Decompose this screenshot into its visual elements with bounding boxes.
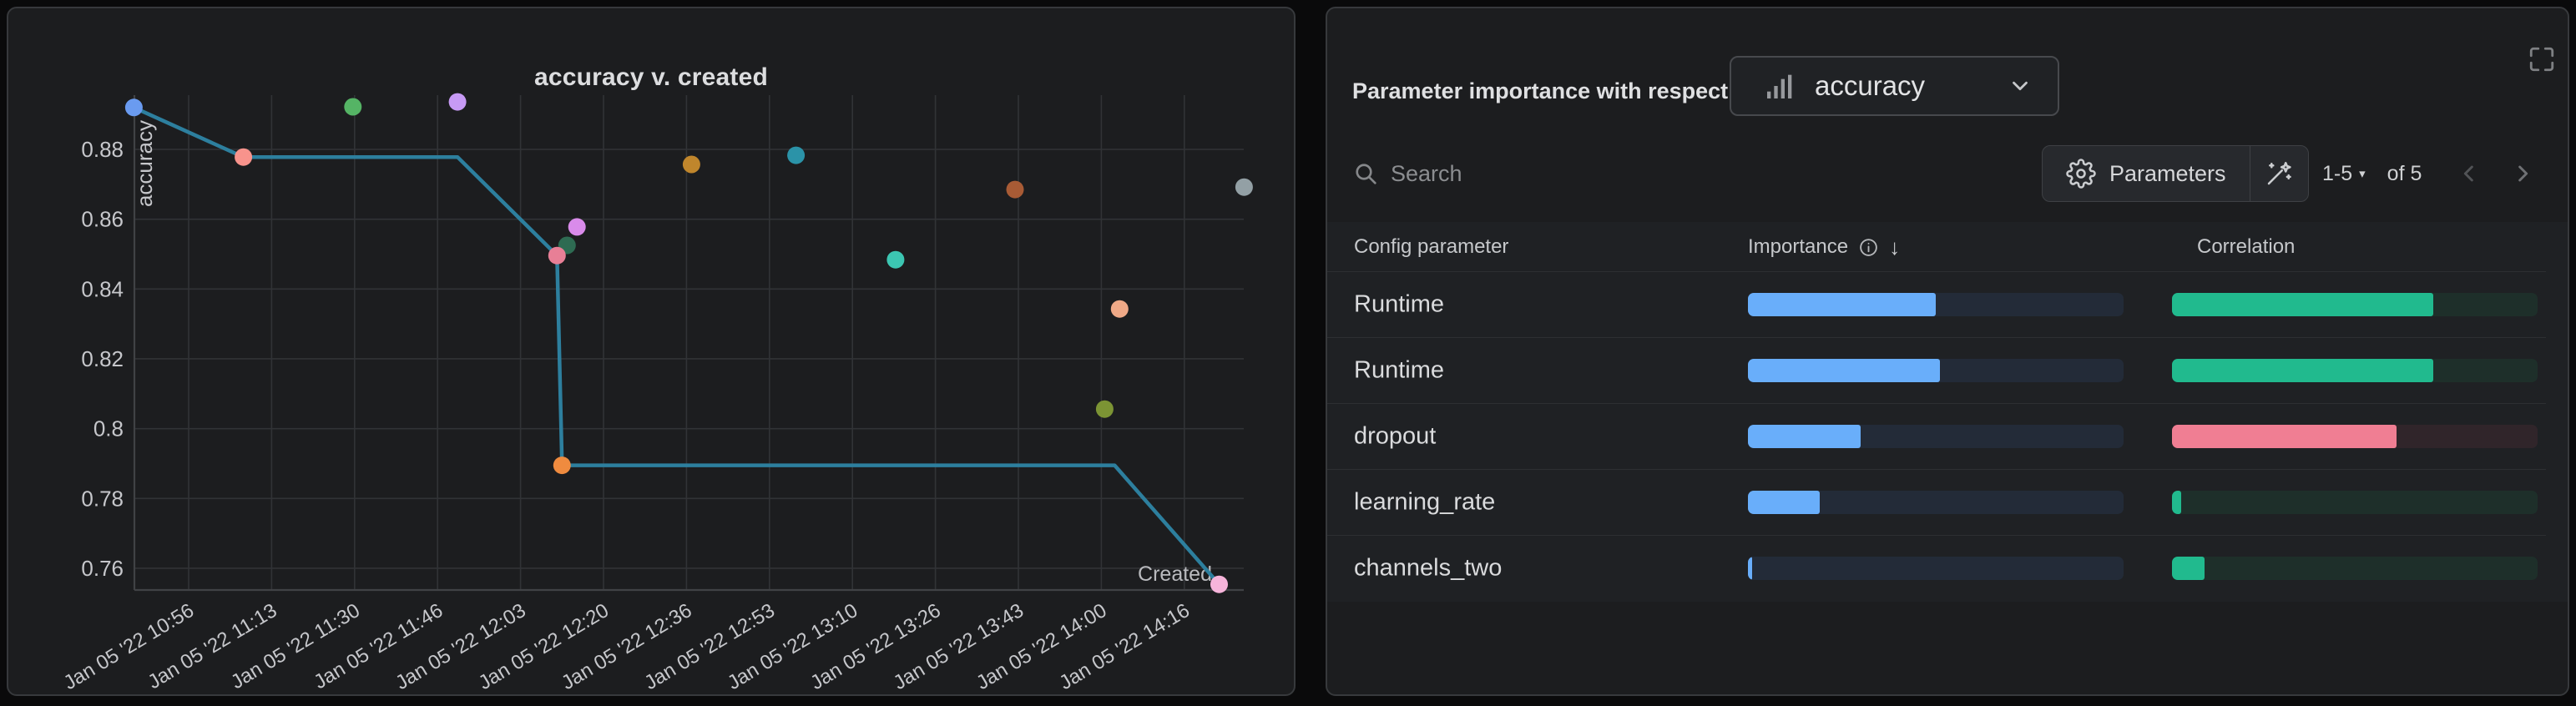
importance-bar [1748,491,2124,514]
config-parameter-name: channels_two [1354,554,1503,582]
y-axis-title: accuracy [132,120,157,207]
importance-bar-fill [1748,293,1936,316]
search-icon [1352,160,1379,187]
svg-text:0.88: 0.88 [81,137,124,162]
scatter-point[interactable] [1095,400,1114,418]
page-range-dropdown[interactable]: 1-5 ▾ [2322,162,2366,186]
page-range-label: 1-5 [2322,161,2353,185]
table-header-row: Config parameter Importance ↓ [1327,222,2546,271]
scatter-point[interactable] [124,98,143,117]
panel-title: Parameter importance with respect to [1352,78,1756,103]
metric-select-dropdown[interactable]: accuracy [1730,56,2059,116]
parameters-button-label: Parameters [2109,160,2226,186]
gear-icon [2066,159,2096,189]
config-parameter-name: dropout [1354,422,1437,450]
run-trend-line [132,105,1221,587]
importance-bar [1748,557,2124,580]
table-row[interactable]: Runtime [1327,271,2546,337]
chart-title: accuracy v. created [533,63,769,91]
y-tick-labels: 0.88 0.86 0.84 0.82 0.8 0.78 0.76 [81,137,124,581]
correlation-bar-fill [2172,359,2434,382]
grid-lines [134,95,1244,590]
svg-text:0.82: 0.82 [81,346,124,371]
previous-page-icon[interactable] [2456,160,2483,187]
scatter-point[interactable] [568,218,586,236]
svg-text:0.86: 0.86 [81,207,124,232]
scatter-point[interactable] [548,246,566,265]
svg-text:0.78: 0.78 [81,486,124,511]
svg-text:0.76: 0.76 [81,556,124,581]
svg-text:0.84: 0.84 [81,276,124,301]
correlation-bar-fill [2172,491,2181,514]
scatter-point[interactable] [682,155,700,174]
table-row[interactable]: learning_rate [1327,469,2546,535]
page-total-label: of 5 [2387,161,2422,185]
magic-wand-button[interactable] [2249,146,2308,201]
accuracy-created-chart: 0.88 0.86 0.84 0.82 0.8 0.78 0.76 Jan 05 '22 10… [60,93,1253,694]
next-page-icon[interactable] [2509,160,2536,187]
scatter-point[interactable] [1210,575,1228,593]
importance-bar [1748,359,2124,382]
column-header-config-parameter[interactable]: Config parameter [1354,235,1509,258]
importance-bar [1748,425,2124,448]
column-header-importance[interactable]: Importance ↓ [1748,234,1901,260]
magic-wand-icon [2264,159,2294,189]
table-row[interactable]: Runtime [1327,337,2546,403]
correlation-bar [2172,293,2538,316]
config-parameter-name: Runtime [1354,290,1444,318]
correlation-bar-fill [2172,425,2397,448]
scatter-point[interactable] [553,456,571,475]
scatter-point[interactable] [787,146,806,164]
correlation-bar-fill [2172,293,2434,316]
scatter-point[interactable] [1006,180,1024,199]
importance-bar-fill [1748,359,1940,382]
importance-bar-fill [1748,491,1820,514]
scatter-point[interactable] [1235,178,1253,196]
page-range-caret-icon: ▾ [2359,167,2366,181]
bar-chart-icon [1763,69,1796,103]
correlation-bar [2172,359,2538,382]
correlation-bar [2172,557,2538,580]
scatter-point[interactable] [448,93,467,111]
scatter-point[interactable] [235,148,253,166]
importance-bar-fill [1748,557,1753,580]
search-box[interactable] [1352,157,1658,190]
search-input[interactable] [1391,160,1658,187]
selected-metric: accuracy [1815,70,1926,101]
chevron-down-icon [2008,73,2033,98]
sort-descending-icon[interactable]: ↓ [1889,234,1901,260]
importance-bar [1748,293,2124,316]
parameters-button-group: Parameters [2042,145,2309,202]
chart-panel: accuracy v. created 0.88 0.86 0.84 0.82 0.8 0… [7,7,1296,696]
svg-text:0.8: 0.8 [93,416,124,441]
config-parameter-name: learning_rate [1354,488,1496,516]
table-row[interactable]: dropout [1327,403,2546,469]
table-row[interactable]: channels_two [1327,535,2546,601]
info-icon[interactable] [1858,237,1879,258]
fullscreen-icon[interactable] [2528,45,2556,73]
scatter-point[interactable] [344,98,362,116]
x-axis-title: Created [1138,562,1212,586]
parameter-table: Config parameter Importance ↓ [1327,222,2568,602]
parameters-button[interactable]: Parameters [2043,146,2250,201]
scatter-point[interactable] [886,250,905,269]
pagination: 1-5 ▾ of 5 [2322,145,2422,202]
importance-bar-fill [1748,425,1861,448]
scatter-points [124,93,1253,593]
column-header-correlation[interactable]: Correlation [2197,235,2296,258]
correlation-bar-fill [2172,557,2205,580]
parameter-importance-panel: Parameter importance with respect to acc… [1326,7,2569,696]
config-parameter-name: Runtime [1354,356,1444,384]
scatter-point[interactable] [1110,300,1129,318]
correlation-bar [2172,425,2538,448]
correlation-bar [2172,491,2538,514]
